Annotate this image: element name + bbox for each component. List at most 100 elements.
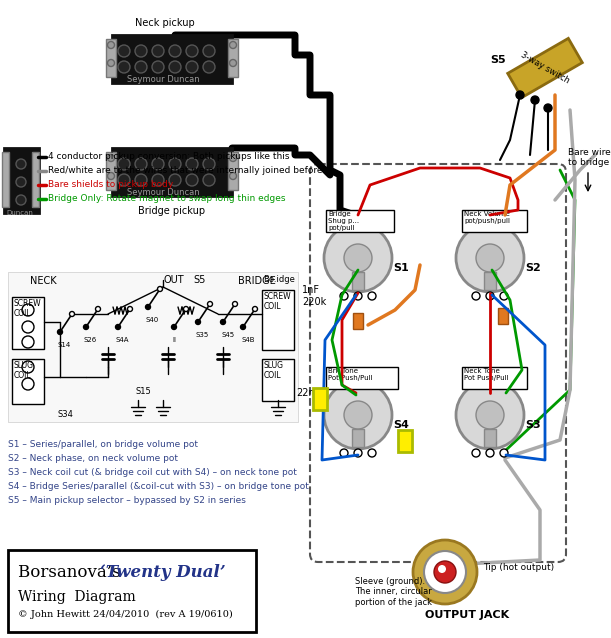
Circle shape bbox=[16, 159, 26, 169]
Text: S3: S3 bbox=[525, 420, 541, 430]
Circle shape bbox=[118, 61, 130, 73]
Circle shape bbox=[115, 325, 120, 329]
Text: S14: S14 bbox=[58, 342, 71, 348]
Circle shape bbox=[16, 177, 26, 187]
Text: SLUG
COIL: SLUG COIL bbox=[264, 361, 284, 380]
Circle shape bbox=[434, 561, 456, 583]
Circle shape bbox=[135, 61, 147, 73]
Bar bbox=[112, 148, 232, 196]
Text: Sleeve (ground).
The inner, circular
portion of the jack: Sleeve (ground). The inner, circular por… bbox=[355, 577, 432, 607]
Circle shape bbox=[16, 195, 26, 205]
Text: © John Hewitt 24/04/2010  (rev A 19/0610): © John Hewitt 24/04/2010 (rev A 19/0610) bbox=[18, 610, 233, 619]
Circle shape bbox=[145, 304, 150, 309]
Text: Red/white are to the wires that were internally joined before: Red/white are to the wires that were int… bbox=[48, 166, 323, 175]
Circle shape bbox=[186, 45, 198, 57]
Text: S40: S40 bbox=[146, 317, 159, 323]
Circle shape bbox=[186, 174, 198, 186]
Bar bbox=[484, 272, 496, 290]
Circle shape bbox=[172, 325, 177, 329]
Text: S2 – Neck phase, on neck volume pot: S2 – Neck phase, on neck volume pot bbox=[8, 454, 178, 463]
Circle shape bbox=[544, 104, 552, 112]
Circle shape bbox=[472, 449, 480, 457]
Circle shape bbox=[22, 336, 34, 348]
Bar bbox=[353, 313, 363, 329]
Text: Wiring  Diagram: Wiring Diagram bbox=[18, 590, 136, 604]
Circle shape bbox=[233, 302, 238, 306]
Text: S3 – Neck coil cut (& bridge coil cut with S4) – on neck tone pot: S3 – Neck coil cut (& bridge coil cut wi… bbox=[8, 468, 297, 477]
Bar bbox=[8, 272, 298, 422]
Circle shape bbox=[230, 41, 236, 48]
Circle shape bbox=[324, 224, 392, 292]
Circle shape bbox=[118, 174, 130, 186]
Bar bbox=[228, 39, 238, 77]
Circle shape bbox=[486, 292, 494, 300]
Text: Duncan: Duncan bbox=[6, 210, 33, 216]
Circle shape bbox=[108, 41, 114, 48]
Text: 3-way switch: 3-way switch bbox=[519, 50, 571, 85]
Circle shape bbox=[344, 401, 372, 429]
Circle shape bbox=[152, 61, 164, 73]
Text: ‘Twenty Dual’: ‘Twenty Dual’ bbox=[100, 564, 225, 581]
Bar bbox=[2, 152, 9, 207]
Text: Brk Tone
Pot Push/Pull: Brk Tone Pot Push/Pull bbox=[328, 368, 373, 381]
Bar bbox=[12, 359, 44, 404]
Text: Bridge pickup: Bridge pickup bbox=[139, 206, 205, 216]
Text: Seymour Duncan: Seymour Duncan bbox=[127, 75, 200, 84]
Circle shape bbox=[196, 320, 200, 325]
Text: BRIDGE: BRIDGE bbox=[238, 276, 276, 286]
Circle shape bbox=[340, 449, 348, 457]
Bar bbox=[462, 210, 527, 232]
Circle shape bbox=[340, 292, 348, 300]
Text: SCREW
COIL: SCREW COIL bbox=[264, 292, 291, 311]
Circle shape bbox=[186, 158, 198, 170]
Circle shape bbox=[135, 174, 147, 186]
Text: Neck pickup: Neck pickup bbox=[135, 18, 195, 28]
Text: Bare wire,
to bridge: Bare wire, to bridge bbox=[568, 148, 611, 167]
Bar bbox=[112, 35, 232, 83]
Text: Borsanova’s: Borsanova’s bbox=[18, 564, 126, 581]
Bar bbox=[508, 38, 582, 98]
Circle shape bbox=[208, 302, 213, 306]
Text: S5 – Main pickup selector – bypassed by S2 in series: S5 – Main pickup selector – bypassed by … bbox=[8, 496, 246, 505]
Circle shape bbox=[203, 61, 215, 73]
Circle shape bbox=[230, 59, 236, 66]
Circle shape bbox=[183, 306, 189, 311]
Circle shape bbox=[57, 329, 62, 334]
Circle shape bbox=[368, 449, 376, 457]
Bar bbox=[326, 210, 394, 232]
Bar bbox=[32, 152, 39, 207]
Circle shape bbox=[22, 361, 34, 373]
Circle shape bbox=[152, 158, 164, 170]
Text: S4: S4 bbox=[393, 420, 409, 430]
Circle shape bbox=[438, 565, 446, 573]
Circle shape bbox=[108, 172, 114, 179]
Circle shape bbox=[368, 292, 376, 300]
Circle shape bbox=[354, 449, 362, 457]
Circle shape bbox=[22, 378, 34, 390]
Circle shape bbox=[531, 96, 539, 104]
Circle shape bbox=[169, 174, 181, 186]
Text: OUT: OUT bbox=[163, 275, 184, 285]
Text: S4A: S4A bbox=[116, 337, 130, 343]
Circle shape bbox=[230, 172, 236, 179]
Circle shape bbox=[252, 306, 257, 311]
Circle shape bbox=[108, 59, 114, 66]
Bar bbox=[352, 272, 364, 290]
Text: II: II bbox=[172, 337, 176, 343]
Circle shape bbox=[413, 540, 477, 604]
Text: Seymour Duncan: Seymour Duncan bbox=[127, 188, 200, 197]
Circle shape bbox=[203, 174, 215, 186]
Text: 22nF: 22nF bbox=[296, 388, 320, 398]
Bar bbox=[484, 429, 496, 447]
Circle shape bbox=[354, 292, 362, 300]
Bar bbox=[262, 359, 294, 401]
Bar bbox=[352, 429, 364, 447]
Circle shape bbox=[230, 154, 236, 161]
Text: Bridge
Shug p...
pot/pull: Bridge Shug p... pot/pull bbox=[328, 211, 359, 231]
Text: Neck Volume
pot/push/pull: Neck Volume pot/push/pull bbox=[464, 211, 510, 224]
Bar bbox=[4, 148, 39, 213]
Text: S1 – Series/parallel, on bridge volume pot: S1 – Series/parallel, on bridge volume p… bbox=[8, 440, 198, 449]
Circle shape bbox=[516, 91, 524, 99]
Bar bbox=[398, 430, 412, 452]
Text: Tip (hot output): Tip (hot output) bbox=[483, 563, 554, 572]
